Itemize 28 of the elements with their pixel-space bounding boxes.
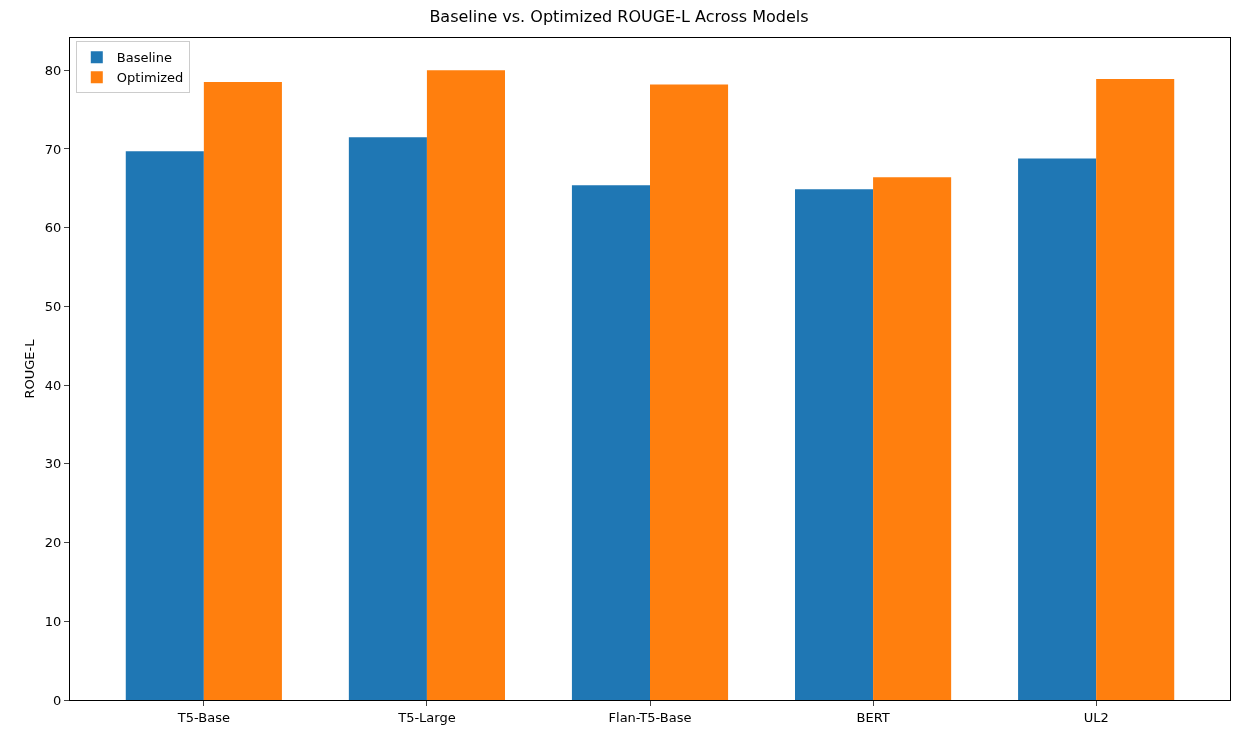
bar bbox=[571, 185, 650, 700]
bar bbox=[650, 84, 729, 700]
x-tick-label: Flan-T5-Base bbox=[608, 709, 692, 725]
bar bbox=[873, 177, 952, 700]
y-tick-label: 80 bbox=[44, 62, 62, 78]
bar bbox=[125, 151, 204, 700]
y-tick-label: 70 bbox=[44, 141, 62, 157]
legend-label: Optimized bbox=[116, 70, 184, 86]
bar bbox=[795, 189, 874, 700]
x-tick-label: T5-Large bbox=[397, 709, 456, 725]
y-tick-label: 0 bbox=[53, 692, 62, 708]
y-axis-title: ROUGE-L bbox=[22, 338, 37, 399]
y-tick-label: 60 bbox=[44, 220, 62, 236]
bar bbox=[348, 137, 427, 700]
y-tick-label: 50 bbox=[44, 298, 62, 314]
x-tick-label: BERT bbox=[856, 709, 890, 725]
y-tick-label: 10 bbox=[44, 613, 62, 629]
y-tick-label: 20 bbox=[44, 535, 62, 551]
chart-title: Baseline vs. Optimized ROUGE-L Across Models bbox=[429, 7, 809, 27]
bar bbox=[1096, 78, 1175, 700]
bar bbox=[1018, 158, 1097, 700]
x-tick-label: T5-Base bbox=[176, 709, 230, 725]
x-tick-label: UL2 bbox=[1083, 709, 1109, 725]
bar bbox=[426, 70, 505, 700]
y-tick-label: 30 bbox=[44, 456, 62, 472]
legend-label: Baseline bbox=[116, 50, 172, 66]
y-tick-label: 40 bbox=[44, 377, 62, 393]
bar bbox=[203, 82, 282, 700]
